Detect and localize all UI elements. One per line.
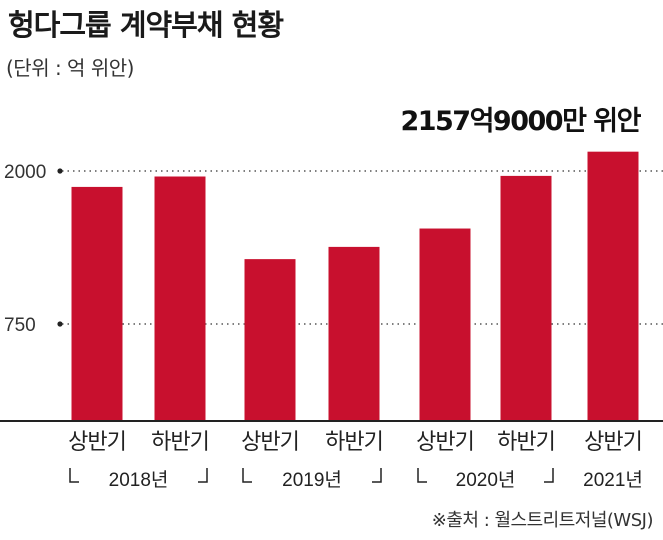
unit-label: (단위 : 억 위안) (6, 56, 134, 80)
tick-dot-2000 (57, 168, 63, 174)
bar-3 (328, 246, 380, 421)
y-tick-label-750: 750 (4, 315, 36, 336)
bar-4 (419, 228, 471, 421)
bracket-left-2 (417, 468, 427, 483)
x-group-label-1: 2019년 (282, 469, 342, 491)
x-group-label-2: 2020년 (456, 469, 516, 491)
x-category-label-3: 하반기 (325, 430, 383, 455)
bracket-left-1 (242, 468, 252, 483)
bracket-right-0 (198, 468, 208, 483)
annotation-label: 2157억9000만 위안 (400, 106, 641, 137)
x-category-label-2: 상반기 (241, 430, 299, 455)
x-category-label-4: 상반기 (416, 430, 474, 455)
bar-2 (244, 259, 296, 421)
bar-1 (154, 176, 206, 421)
source-note: ※출처 : 월스트리트저널(WSJ) (431, 510, 654, 531)
x-category-label-1: 하반기 (151, 430, 209, 455)
tick-dot-750 (57, 321, 63, 327)
bracket-right-1 (372, 468, 382, 483)
bar-0 (71, 186, 123, 421)
bracket-right-2 (544, 468, 554, 483)
x-group-label-0: 2018년 (109, 469, 169, 491)
bar-5 (500, 175, 552, 421)
y-tick-label-2000: 2000 (4, 162, 46, 183)
x-category-label-5: 하반기 (497, 430, 555, 455)
x-category-label-6: 상반기 (584, 430, 642, 455)
chart-title: 헝다그룹 계약부채 현황 (8, 8, 284, 42)
bar-6 (587, 151, 639, 421)
bracket-left-0 (69, 468, 79, 483)
x-category-label-0: 상반기 (68, 430, 126, 455)
x-group-label-3: 2021년 (583, 469, 643, 491)
